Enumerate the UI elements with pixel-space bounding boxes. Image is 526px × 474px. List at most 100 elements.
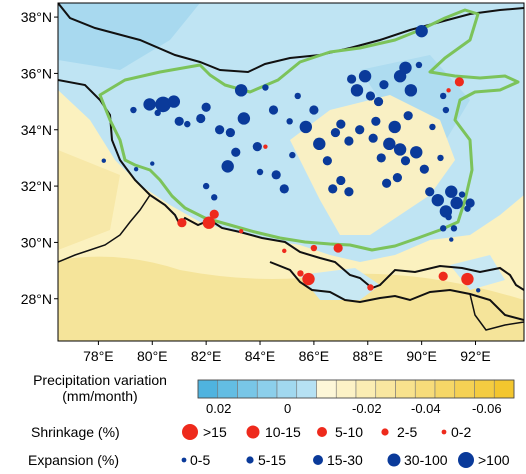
expand-legend-dot [181,457,187,463]
expansion-lake-marker [419,164,429,174]
expansion-lake-marker [344,136,354,146]
expansion-lake-marker [143,98,156,111]
shrink-legend-dot [246,425,260,439]
colorbar-tick-label: 0 [284,401,292,416]
shrinkage-lake-marker [282,248,287,254]
shrinkage-lake-marker [209,209,219,219]
expansion-lake-marker [279,184,289,194]
expansion-lake-marker [382,178,392,188]
himalaya-border-line [149,194,524,291]
expansion-lake-marker [150,161,155,166]
shrinkage-lake-marker [454,77,464,87]
himalaya-border-line-south [58,194,151,263]
colorbar-swatch [256,379,278,399]
expansion-lake-marker [439,225,447,232]
expansion-lake-marker [347,74,357,84]
colorbar-swatch [375,379,396,399]
yellow-inner-patch [290,95,455,235]
expansion-lake-marker [450,196,463,210]
expand-legend-dot [246,456,254,464]
expansion-lake-marker [399,61,412,74]
expansion-lake-marker [202,182,210,190]
expand-item-label: 30-100 [404,452,448,468]
expansion-lake-marker [404,84,418,97]
colorbar-swatch [276,379,298,399]
expansion-lake-marker [431,193,445,207]
expand-legend-dot [458,452,474,468]
expansion-lake-marker [252,142,262,152]
expand-item-label: >100 [478,452,510,468]
lat-tick-label: 32°N [21,178,52,194]
southeast-border-line [469,293,524,331]
colorbar-swatch [197,379,219,399]
expansion-lake-marker [415,24,428,38]
shrinkage-lake-marker [238,228,244,234]
blue-deep-patch-east [360,55,470,150]
expansion-lake-marker [225,127,235,138]
expansion-lake-marker [450,225,458,232]
map-frame-content [58,3,524,341]
shrinkage-lake-marker [302,272,315,286]
expansion-lake-marker [445,185,458,198]
lat-tick-label: 28°N [21,291,52,307]
expansion-lake-marker [322,156,332,166]
colorbar-swatch [414,379,436,399]
yellow-deep-band [58,256,524,341]
shrink-legend-dot [317,427,327,437]
shrinkage-legend-label: Shrinkage (%) [31,424,120,440]
expansion-legend-label: Expansion (%) [28,452,120,468]
shrink-item-label: 2-5 [397,424,418,440]
expansion-lake-marker [130,106,137,114]
shrink-legend-dot [182,424,198,440]
shrinkage-lake-marker [446,88,451,93]
plateau-outline [98,8,520,252]
lat-tick-label: 30°N [21,234,52,250]
expansion-lake-marker [373,96,384,107]
colorbar-tick-label: -0.02 [352,401,382,416]
expansion-lake-marker [154,109,161,117]
expansion-lake-marker [458,191,466,198]
expand-legend-dot [313,455,323,465]
blue-south-patch [300,268,380,300]
yellow-deep-band-west [58,150,120,250]
expansion-lake-marker [294,92,301,100]
shrinkage-lake-marker [461,272,474,286]
colorbar-tick-label: 0.02 [206,401,232,416]
expansion-lake-marker [221,160,234,173]
colorbar-swatch [474,379,495,399]
shrinkage-lake-marker [367,284,374,291]
expansion-lake-marker [101,158,106,163]
expansion-lake-marker [201,102,211,112]
colorbar-swatch [237,379,258,399]
shrinkage-lake-marker [177,218,187,228]
expansion-lake-marker [383,137,396,151]
expansion-lake-marker [415,61,423,69]
lon-tick-label: 84°E [245,348,276,364]
shrinkage-lake-marker [438,271,448,281]
expansion-lake-marker [410,146,423,159]
shrinkage-lake-marker [297,270,304,277]
expansion-lake-marker [355,125,365,135]
colorbar-swatch [355,379,377,399]
shrink-legend-dot [381,428,389,436]
expansion-lake-marker [368,133,378,143]
colorbar-frame [197,379,515,399]
expansion-lake-marker [393,143,407,156]
expansion-lake-marker [476,288,481,293]
expansion-lake-marker [425,187,435,197]
expansion-lake-marker [237,112,251,125]
expansion-lake-marker [392,173,402,183]
lon-tick-label: 86°E [299,348,330,364]
expansion-lake-marker [184,120,191,128]
colorbar-tick-label: -0.04 [411,401,441,416]
expansion-lake-marker [313,137,326,151]
colorbar-swatch [316,379,337,399]
expansion-lake-marker [215,125,225,135]
lat-tick-label: 36°N [21,65,52,81]
precip-colorbar [197,379,515,399]
lon-tick-label: 80°E [137,348,168,364]
colorbar-swatch [434,379,456,399]
colorbar-swatch [217,379,238,399]
lat-tick-label: 34°N [21,122,52,138]
expansion-lake-marker [299,120,313,134]
